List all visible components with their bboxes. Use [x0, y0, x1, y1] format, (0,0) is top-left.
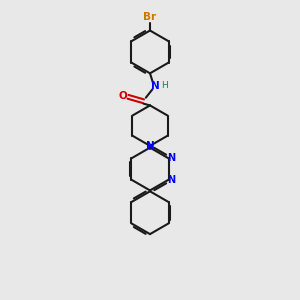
Text: N: N: [167, 153, 175, 163]
Text: Br: Br: [143, 12, 157, 22]
Text: H: H: [161, 81, 168, 90]
Text: O: O: [118, 91, 127, 101]
Text: N: N: [151, 81, 160, 91]
Text: N: N: [167, 175, 175, 185]
Text: N: N: [146, 141, 154, 151]
